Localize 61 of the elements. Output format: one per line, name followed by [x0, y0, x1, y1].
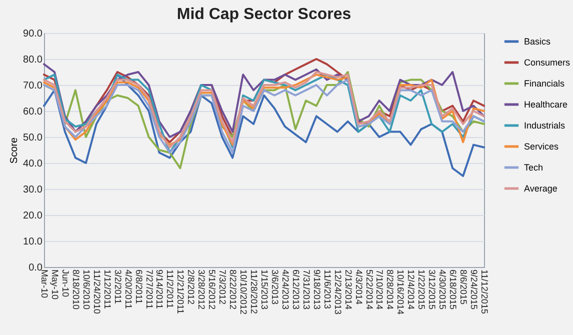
x-tick-label: 8/22/2012 [228, 270, 238, 310]
x-tick-label: 7/31/2013 [301, 270, 312, 310]
x-tick-label: 8/28/2014 [385, 270, 396, 310]
x-tick-label: 7/3/2012 [218, 270, 228, 305]
y-tick-label: 50.0 [23, 132, 43, 144]
x-tick-label: 10/6/2010 [81, 270, 92, 310]
x-tick-label: 3/6/2013 [270, 270, 280, 305]
x-tick-label: 11/6/2013 [322, 270, 332, 309]
x-tick-label: 4/20/2011 [123, 270, 134, 309]
x-tick-label: 4/30/2015 [438, 270, 448, 310]
y-tick-label: 80.0 [23, 54, 43, 66]
x-tick-label: 6/12/2013 [290, 270, 301, 310]
x-tick-label: 5/22/2014 [364, 270, 374, 310]
x-tick-label: 3/12/2015 [427, 270, 438, 310]
x-tick-label: 7/27/2011 [144, 270, 154, 309]
x-tick-label: Jun-10 [60, 270, 70, 298]
legend-label: Healthcare [524, 100, 568, 110]
x-tick-label: 9/14/2011 [154, 270, 165, 309]
y-tick-label: 90.0 [23, 28, 43, 40]
x-tick-label: 9/24/2015 [469, 270, 480, 310]
x-tick-label: 11/28/2012 [249, 270, 260, 314]
x-tick-label: 7/10/2014 [374, 270, 385, 310]
x-tick-label: 9/18/2013 [312, 270, 322, 310]
x-tick-label: 10/10/2012 [238, 270, 249, 315]
y-tick-label: 10.0 [23, 236, 43, 248]
legend-label: Industrials [524, 120, 566, 130]
legend-label: Average [524, 184, 558, 194]
x-tick-label: May-10 [50, 270, 60, 300]
x-tick-label: 4/24/2013 [280, 270, 290, 310]
y-axis-title: Score [9, 137, 20, 164]
x-tick-label: 12/21/2011 [176, 270, 186, 314]
legend-label: Tech [524, 162, 544, 172]
x-tick-label: 5/16/2012 [207, 270, 218, 310]
legend-label: Services [524, 142, 560, 152]
y-tick-label: 40.0 [23, 158, 43, 170]
x-tick-label: 1/22/2015 [416, 270, 427, 310]
x-tick-label: 3/2/2011 [112, 270, 123, 304]
x-tick-label: 4/3/2014 [354, 270, 364, 305]
legend-label: Consumers [524, 58, 571, 68]
y-tick-label: 30.0 [23, 184, 43, 196]
x-tick-label: 11/2/2011 [165, 270, 176, 308]
x-tick-label: 11/24/2010 [92, 270, 102, 314]
x-tick-label: 6/18/2015 [448, 270, 458, 310]
x-tick-label: 2/8/2012 [186, 270, 196, 305]
x-tick-label: 10/16/2014 [396, 270, 406, 315]
x-tick-label: 2/13/2014 [343, 270, 354, 310]
x-tick-label: 1/12/2011 [102, 270, 112, 309]
y-tick-label: 60.0 [23, 106, 43, 118]
y-tick-label: 20.0 [23, 210, 43, 222]
legend-label: Basics [524, 36, 552, 46]
x-tick-label: 8/6/2015 [458, 270, 469, 305]
x-tick-label: 1/15/2013 [260, 270, 270, 310]
x-tick-label: 11/12/2015 [480, 270, 490, 314]
legend-label: Financials [524, 78, 566, 88]
x-tick-label: 8/18/2010 [70, 270, 81, 310]
x-tick-label: 12/24/2013 [332, 270, 343, 315]
x-tick-label: 3/28/2012 [196, 270, 207, 310]
chart-title: Mid Cap Sector Scores [176, 6, 352, 23]
y-tick-label: 70.0 [23, 80, 43, 92]
x-tick-label: 12/4/2014 [406, 270, 416, 310]
x-tick-label: 6/8/2011 [134, 270, 144, 304]
